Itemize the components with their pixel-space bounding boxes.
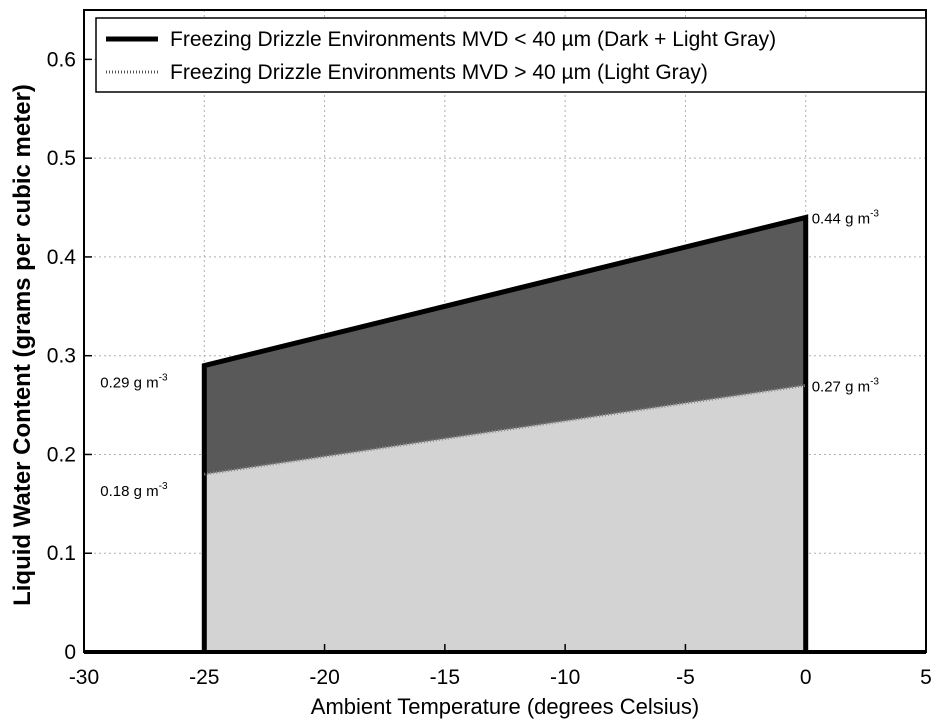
- y-tick-label: 0.5: [47, 147, 76, 170]
- x-tick-label: -30: [69, 666, 99, 689]
- annotation-label: 0.44 g m-3: [812, 208, 880, 227]
- x-tick-label: -15: [430, 666, 460, 689]
- y-tick-label: 0.1: [47, 542, 76, 565]
- annotation-label: 0.18 g m-3: [100, 481, 168, 500]
- annotations: 0.44 g m-3 0.27 g m-3 0.29 g m-3 0.18 g m-3: [100, 208, 879, 500]
- annotation-superscript: -3: [159, 373, 168, 384]
- y-axis-label: Liquid Water Content (grams per cubic me…: [9, 84, 36, 606]
- series-line-solid: [201, 214, 809, 652]
- area-series: [204, 217, 806, 652]
- plot-frame: [83, 9, 927, 653]
- x-axis-label: Ambient Temperature (degrees Celsius): [311, 694, 699, 719]
- legend-box: [95, 17, 927, 93]
- legend-label-series-1: Freezing Drizzle Environments MVD < 40 µ…: [170, 28, 776, 51]
- x-tick-label: -10: [550, 666, 580, 689]
- x-tick-label: 5: [920, 666, 932, 689]
- y-tick-label: 0.4: [47, 246, 77, 269]
- legend-label-series-2: Freezing Drizzle Environments MVD > 40 µ…: [170, 61, 708, 84]
- annotation-superscript: -3: [159, 481, 168, 492]
- annotation-label: 0.27 g m-3: [812, 376, 880, 395]
- series-line-dotted: [204, 383, 806, 476]
- x-axis: -30 -25 -20 -15 -10 -5 0 5: [69, 644, 932, 689]
- x-tick-label: 0: [800, 666, 812, 689]
- annotation-superscript: -3: [870, 376, 879, 387]
- y-tick-label: 0.6: [47, 48, 76, 71]
- x-tick-label: -20: [309, 666, 339, 689]
- annotation-superscript: -3: [870, 208, 879, 219]
- legend: Freezing Drizzle Environments MVD < 40 µ…: [95, 17, 927, 93]
- y-tick-label: 0.3: [47, 345, 76, 368]
- x-tick-label: -5: [676, 666, 695, 689]
- y-tick-label: 0: [64, 641, 76, 664]
- y-axis: 0 0.1 0.2 0.3 0.4 0.5 0.6: [47, 48, 92, 664]
- annotation-label: 0.29 g m-3: [100, 373, 168, 392]
- x-tick-label: -25: [189, 666, 219, 689]
- area-light-gray: [204, 385, 806, 652]
- y-tick-label: 0.2: [47, 443, 76, 466]
